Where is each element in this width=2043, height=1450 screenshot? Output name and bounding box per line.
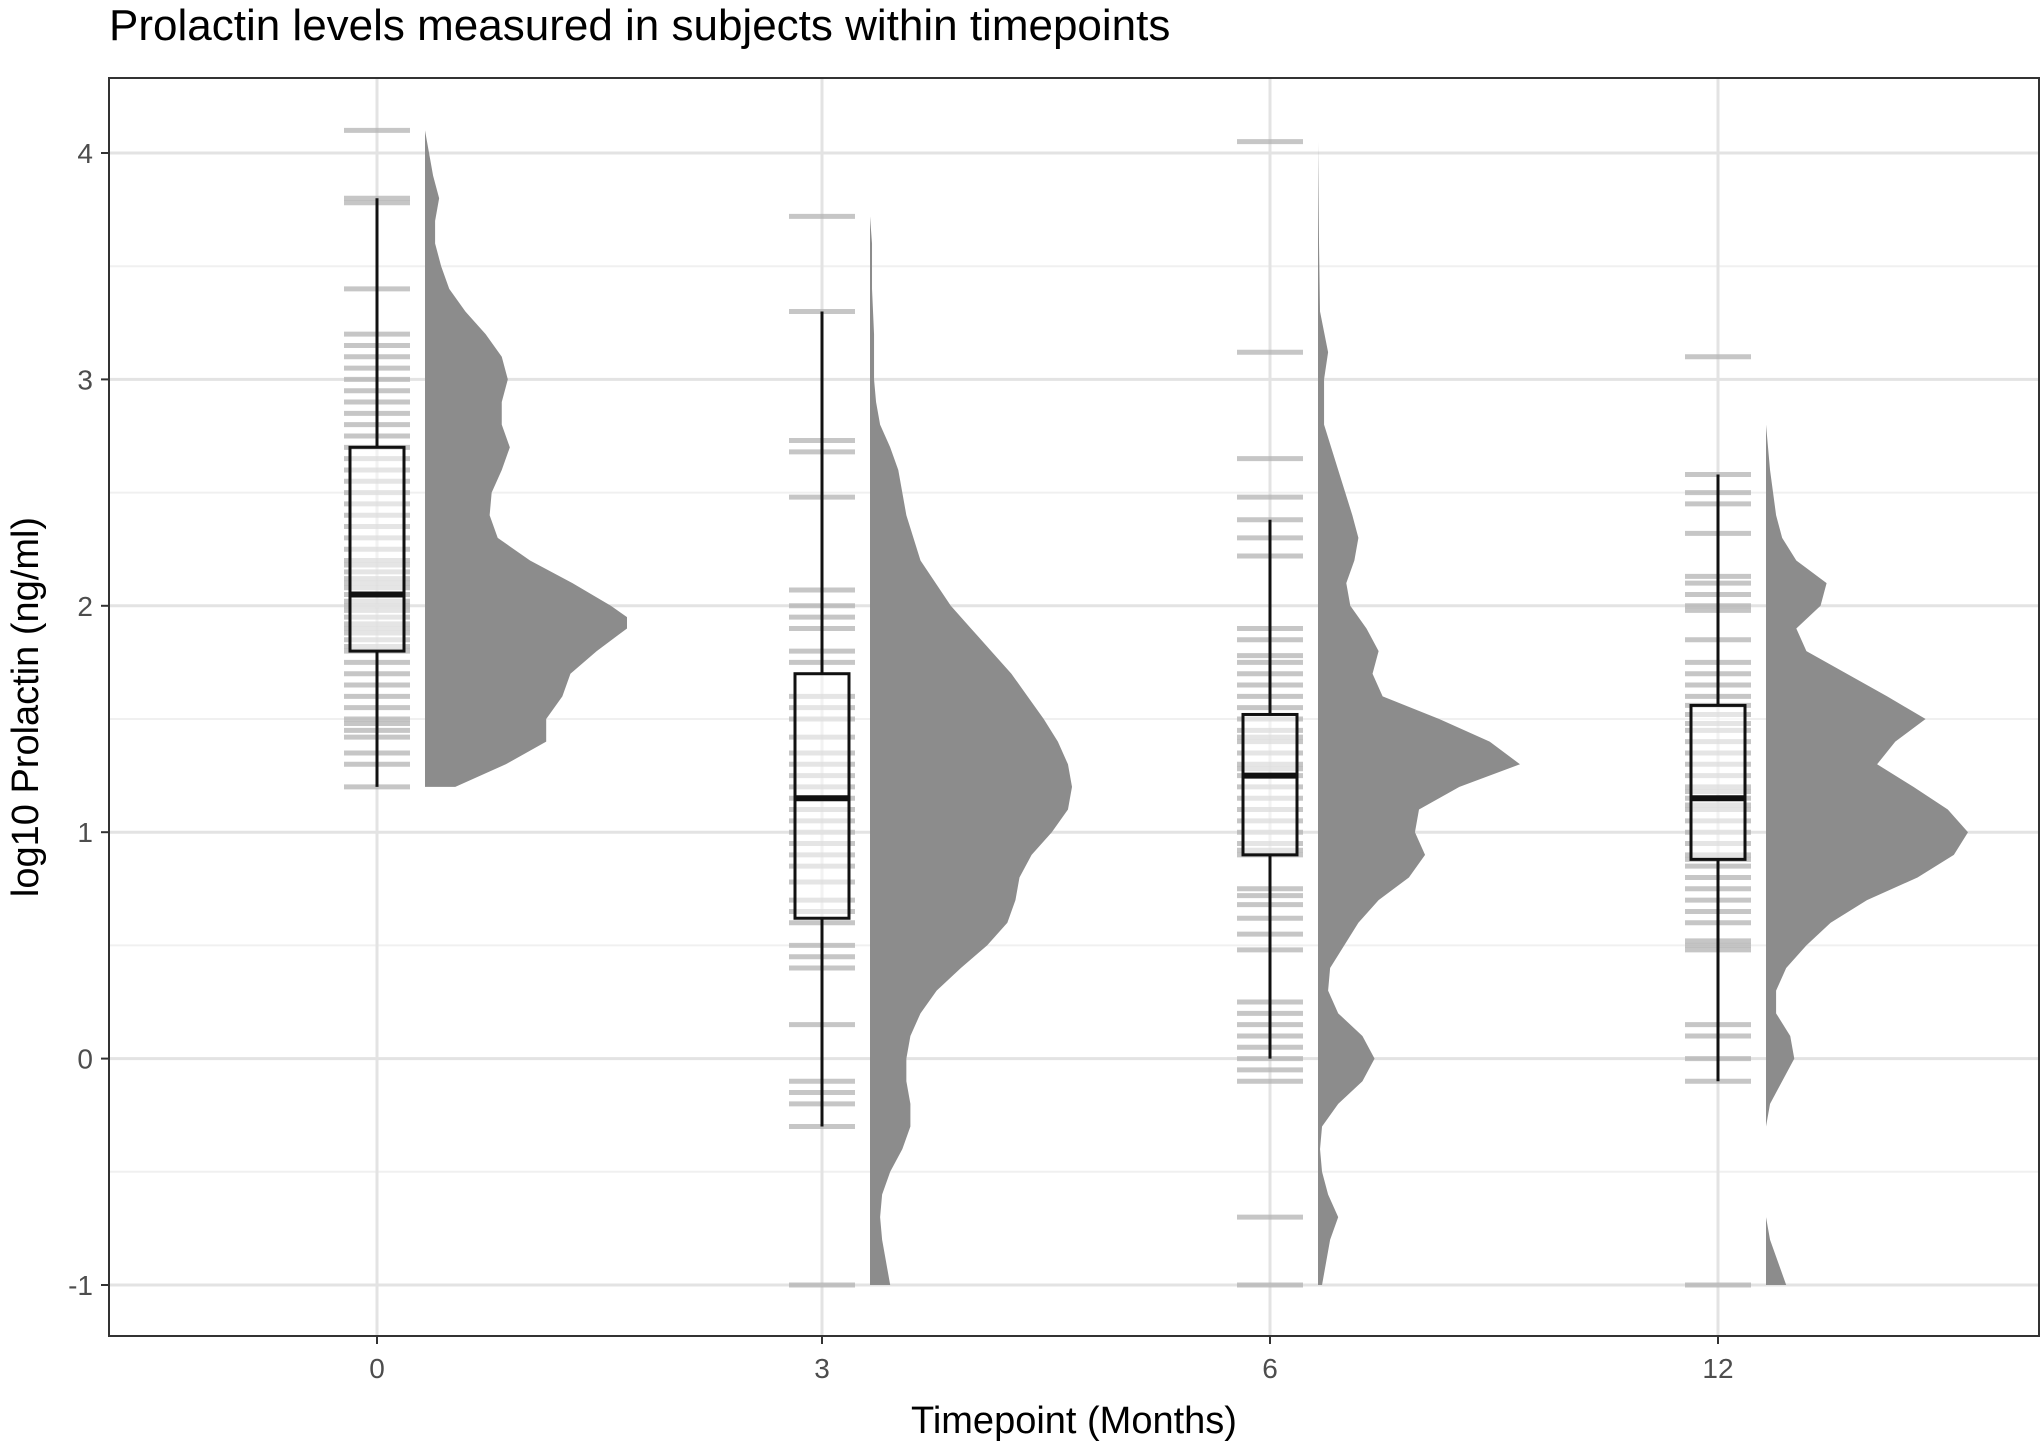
boxplot-6 [1241,519,1299,1059]
density-12 [1766,356,1968,1285]
density-3 [870,216,1072,1286]
group-6 [1237,139,1520,1288]
y-tick-label: 0 [77,1044,93,1075]
box [1241,712,1299,857]
density-0 [425,130,627,787]
x-tick-label: 0 [369,1353,385,1384]
group-0 [344,127,627,790]
boxplot-3 [793,311,851,1127]
y-tick-label: 4 [77,138,93,169]
y-tick-label: -1 [68,1270,93,1301]
x-axis-title: Timepoint (Months) [911,1400,1237,1442]
group-12 [1685,354,1968,1288]
y-axis-title: log10 Prolactin (ng/ml) [5,517,47,897]
x-tick-label: 6 [1262,1353,1278,1384]
boxplot-12 [1689,474,1747,1082]
box [348,445,406,653]
density-6 [1318,141,1520,1286]
chart-title: Prolactin levels measured in subjects wi… [109,1,1170,50]
boxplot-0 [348,198,406,787]
y-tick-label: 3 [77,364,93,395]
x-tick-label: 3 [814,1353,830,1384]
y-tick-label: 2 [77,591,93,622]
box [1689,703,1747,861]
group-3 [789,213,1072,1288]
plot-area [109,78,2039,1336]
panel-border [108,77,2040,1337]
x-tick-label: 12 [1702,1353,1733,1384]
y-tick-label: 1 [77,817,93,848]
